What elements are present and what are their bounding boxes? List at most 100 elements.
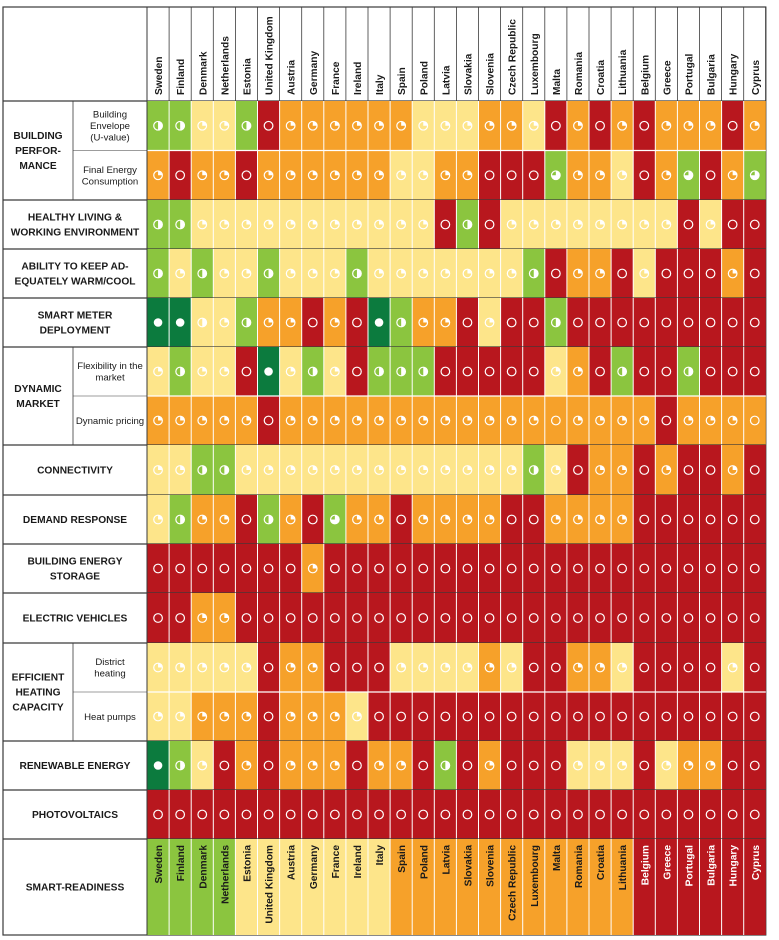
footer-country-bulgaria: Bulgaria: [707, 845, 718, 886]
cell-united-kingdom-symbol: [263, 563, 274, 574]
fill-segment-icon: [600, 761, 605, 766]
cell-romania: [566, 298, 589, 347]
cell-slovakia-symbol: [462, 465, 473, 475]
cell-portugal-symbol: [683, 120, 694, 131]
fill-segment-icon: [622, 121, 627, 126]
ring-icon: [241, 170, 252, 181]
ring-icon: [307, 613, 318, 623]
ring-icon: [705, 465, 716, 475]
cell-cyprus: [743, 347, 766, 396]
ring-icon: [727, 809, 738, 820]
ring-icon: [263, 120, 274, 131]
ring-icon: [550, 809, 561, 820]
cell-austria: [279, 544, 302, 593]
cell-bulgaria: [699, 445, 722, 495]
cell-malta: [544, 790, 567, 839]
fill-segment-icon: [158, 712, 163, 717]
cell-italy-symbol: [374, 268, 384, 279]
cell-poland: [412, 741, 435, 790]
cell-denmark-symbol: [197, 760, 208, 771]
group-healthy-living-working-environment: HEALTHY LIVING & WORKING ENVIRONMENT: [3, 200, 766, 250]
cell-ireland-symbol: [352, 563, 362, 574]
country-label-austria: Austria: [287, 60, 298, 95]
fill-segment-icon: [246, 712, 251, 717]
fill-segment-icon: [224, 515, 229, 520]
ring-icon: [749, 514, 760, 525]
ring-icon: [727, 711, 738, 722]
cell-latvia: [434, 593, 457, 643]
cell-greece: [655, 298, 678, 347]
cell-portugal-symbol: [683, 170, 694, 181]
ring-icon: [374, 809, 384, 820]
ring-icon: [617, 563, 628, 574]
cell-bulgaria-symbol: [705, 170, 716, 181]
fill-segment-icon: [732, 170, 737, 176]
cell-hungary-symbol: [727, 219, 738, 230]
ring-icon: [307, 514, 318, 525]
fill-segment-icon: [467, 121, 472, 126]
cell-czech-republic-symbol: [506, 317, 517, 328]
cell-austria-symbol: [285, 219, 296, 230]
ring-icon: [241, 514, 252, 525]
cell-hungary: [721, 347, 744, 396]
footer-country-romania: Romania: [574, 845, 585, 888]
ring-icon: [749, 366, 760, 377]
fill-segment-icon: [246, 121, 251, 131]
fill-segment-icon: [644, 416, 649, 421]
cell-latvia-symbol: [440, 760, 451, 771]
ring-icon: [528, 809, 539, 820]
country-label-netherlands: Netherlands: [220, 36, 231, 95]
cell-slovenia-symbol: [484, 170, 495, 181]
fill-segment-icon: [312, 663, 318, 668]
ring-icon: [727, 317, 738, 328]
cell-bulgaria: [699, 150, 722, 200]
ring-icon: [285, 613, 296, 623]
cell-greece: [655, 643, 678, 692]
fill-segment-icon: [577, 220, 583, 225]
cell-portugal: [677, 200, 700, 249]
cell-cyprus: [743, 495, 766, 544]
full-dot-icon: [264, 367, 273, 376]
group-demand-response: DEMAND RESPONSE: [3, 495, 766, 545]
label-line: Consumption: [82, 176, 139, 187]
ring-icon: [329, 809, 340, 820]
cell-cyprus: [743, 643, 766, 692]
cell-poland-symbol: [418, 317, 429, 328]
fill-segment-icon: [268, 318, 273, 323]
cell-belgium-symbol: [639, 514, 650, 525]
cell-germany: [301, 495, 324, 544]
cell-slovakia-symbol: [462, 662, 473, 673]
fill-segment-icon: [622, 220, 627, 225]
fill-segment-icon: [489, 465, 494, 470]
cell-austria-symbol: [285, 170, 296, 181]
fill-segment-icon: [423, 515, 428, 520]
fill-segment-icon: [224, 367, 229, 372]
cell-latvia-symbol: [440, 809, 451, 820]
cell-estonia-symbol: [241, 465, 252, 475]
fill-segment-icon: [224, 613, 229, 618]
label-line: HEATING: [15, 688, 60, 699]
ring-icon: [506, 366, 517, 377]
cell-bulgaria-symbol: [705, 613, 716, 623]
cell-latvia-symbol: [440, 317, 451, 328]
cell-romania-symbol: [573, 465, 583, 475]
cell-czech-republic-symbol: [506, 514, 517, 525]
ring-icon: [550, 415, 561, 426]
fill-segment-icon: [666, 121, 671, 126]
cell-croatia-symbol: [595, 809, 605, 820]
ring-icon: [462, 366, 473, 377]
cell-italy-symbol: [374, 415, 384, 426]
cell-sweden-symbol: [153, 415, 163, 426]
cell-estonia-symbol: [241, 563, 252, 574]
cell-lithuania: [611, 150, 634, 200]
footer-country-united-kingdom: United Kingdom: [265, 845, 276, 924]
cell-hungary-symbol: [727, 366, 738, 377]
cell-slovakia-symbol: [462, 514, 473, 525]
cell-luxembourg-symbol: [528, 170, 539, 181]
cell-belgium: [633, 741, 656, 790]
cell-hungary-symbol: [727, 120, 738, 131]
cell-netherlands-symbol: [219, 317, 230, 328]
cell-germany-symbol: [307, 366, 318, 377]
cell-croatia-symbol: [595, 760, 605, 771]
cell-united-kingdom-symbol: [263, 170, 274, 181]
